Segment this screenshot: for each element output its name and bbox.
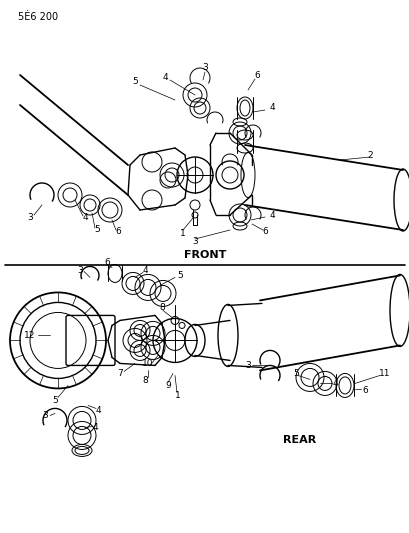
- Text: REAR: REAR: [283, 435, 316, 446]
- Text: 2: 2: [366, 150, 372, 159]
- Text: 5: 5: [177, 271, 182, 280]
- Text: 5: 5: [292, 369, 298, 378]
- Text: 5Ė6 200: 5Ė6 200: [18, 12, 58, 22]
- Text: 9: 9: [165, 381, 171, 390]
- Text: 5: 5: [94, 225, 100, 235]
- Text: 11: 11: [378, 369, 390, 378]
- Text: 4: 4: [95, 406, 101, 415]
- Text: 4: 4: [162, 72, 167, 82]
- Text: 4: 4: [82, 214, 88, 222]
- Text: 4: 4: [269, 211, 274, 220]
- Text: 3: 3: [192, 238, 198, 246]
- Text: 3: 3: [77, 266, 83, 275]
- Text: 3: 3: [42, 411, 48, 420]
- Text: 3: 3: [27, 214, 33, 222]
- Text: 3: 3: [245, 361, 250, 370]
- Text: 5: 5: [52, 396, 58, 405]
- Text: 1: 1: [180, 229, 185, 238]
- Text: 7: 7: [117, 369, 123, 378]
- Text: 6: 6: [261, 228, 267, 237]
- Text: 4: 4: [269, 103, 274, 112]
- Text: 6: 6: [115, 228, 121, 237]
- Text: 10: 10: [142, 359, 153, 368]
- Text: 12: 12: [24, 331, 36, 340]
- Text: 3: 3: [202, 63, 207, 72]
- Text: 6: 6: [254, 70, 259, 79]
- Text: 4: 4: [331, 379, 337, 388]
- Text: 8: 8: [159, 303, 164, 312]
- Text: 4: 4: [92, 423, 98, 432]
- Text: FRONT: FRONT: [183, 250, 226, 260]
- Text: 1: 1: [175, 391, 180, 400]
- Text: 6: 6: [361, 386, 367, 395]
- Text: 4: 4: [142, 266, 148, 275]
- Text: 5: 5: [132, 77, 137, 86]
- Text: 6: 6: [104, 258, 110, 267]
- Text: 8: 8: [142, 376, 148, 385]
